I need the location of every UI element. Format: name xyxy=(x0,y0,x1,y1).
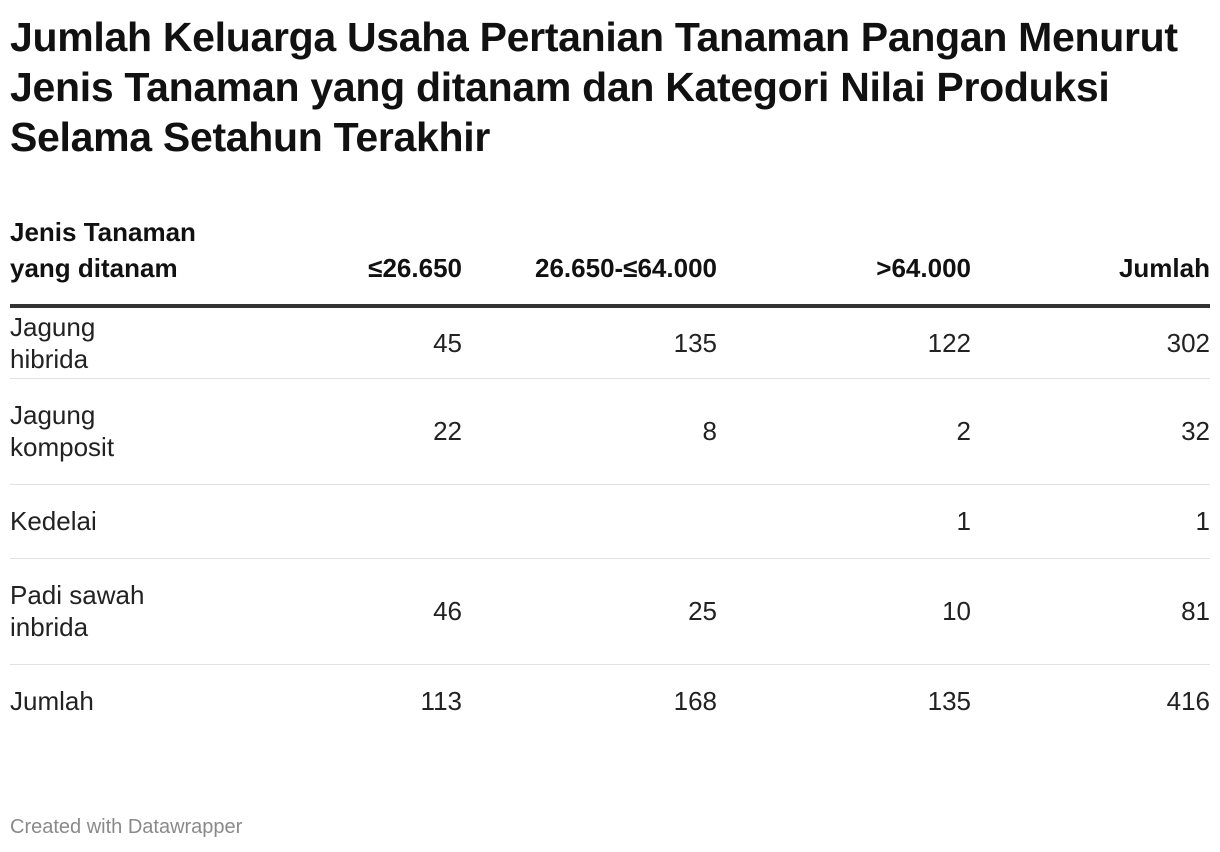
table-cell: 1 xyxy=(717,484,971,559)
row-label: Jagung komposit xyxy=(10,378,210,485)
table-cell: 8 xyxy=(462,378,717,485)
table-cell: 2 xyxy=(717,378,971,485)
row-label: Padi sawah inbrida xyxy=(10,558,210,665)
column-header-26650-64000[interactable]: 26.650-≤64.000 xyxy=(462,214,717,308)
table-cell: 113 xyxy=(420,686,462,717)
table-cell: 22 xyxy=(210,378,462,485)
chart-title: Jumlah Keluarga Usaha Pertanian Tanaman … xyxy=(10,14,1178,160)
table-cell xyxy=(462,484,717,559)
table-cell: 46 xyxy=(210,558,462,665)
table-cell: 135 xyxy=(462,306,717,379)
table-row: Kedelai 1 1 xyxy=(10,484,1210,559)
footer-credit[interactable]: Created with Datawrapper xyxy=(10,816,243,838)
table-cell: 168 xyxy=(673,686,717,717)
table-cell: 32 xyxy=(971,378,1210,485)
row-label: Jumlah xyxy=(10,686,94,717)
table-cell: 122 xyxy=(717,306,971,379)
table-cell: 1 xyxy=(971,484,1210,559)
row-label: Jagung hibrida xyxy=(10,306,210,379)
table-row: Jagung hibrida 45 135 122 302 xyxy=(10,306,1210,379)
table-row: Padi sawah inbrida 46 25 10 81 xyxy=(10,558,1210,665)
table-row: Jagung komposit 22 8 2 32 xyxy=(10,378,1210,485)
table-row-total: Jumlah 113 168 135 416 xyxy=(10,664,1210,738)
table-cell: 302 xyxy=(971,306,1210,379)
table-cell: 416 xyxy=(1166,686,1210,717)
column-header-jumlah[interactable]: Jumlah xyxy=(971,214,1210,308)
table-cell: 135 xyxy=(927,686,971,717)
header-row: Jenis Tanaman yang ditanam ≤26.650 26.65… xyxy=(10,214,1210,308)
table-cell: 45 xyxy=(210,306,462,379)
table-cell: 25 xyxy=(462,558,717,665)
table-cell xyxy=(210,484,462,559)
column-header-jenis-tanaman[interactable]: Jenis Tanaman yang ditanam xyxy=(10,214,210,308)
table-cell: 81 xyxy=(971,558,1210,665)
table-cell: 10 xyxy=(717,558,971,665)
column-header-gt-64000[interactable]: >64.000 xyxy=(717,214,971,308)
data-table: Jenis Tanaman yang ditanam ≤26.650 26.65… xyxy=(10,214,1210,738)
column-header-le-26650[interactable]: ≤26.650 xyxy=(210,214,462,308)
row-label: Kedelai xyxy=(10,484,210,559)
